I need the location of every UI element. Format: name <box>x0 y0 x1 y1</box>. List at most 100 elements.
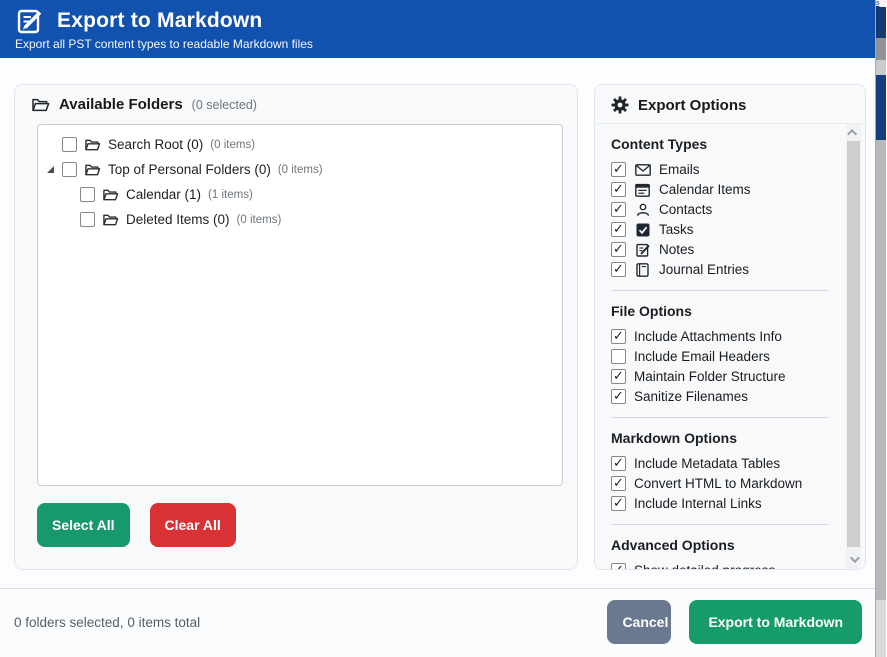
edit-document-icon <box>15 6 45 36</box>
background-window-edge: s <box>876 0 886 657</box>
clear-all-button[interactable]: Clear All <box>149 503 236 547</box>
folder-checkbox[interactable] <box>62 137 77 152</box>
option-checkbox[interactable] <box>611 182 626 197</box>
section-heading-advanced-options: Advanced Options <box>611 537 735 553</box>
option-checkbox[interactable] <box>611 242 626 257</box>
option-label: Include Metadata Tables <box>634 456 781 471</box>
folder-icon <box>84 138 101 152</box>
option-checkbox[interactable] <box>611 456 626 471</box>
option-maintain-folder-structure[interactable]: Maintain Folder Structure <box>611 369 829 384</box>
folder-icon <box>84 163 101 177</box>
folder-item-count: (0 items) <box>236 213 282 226</box>
folder-icon <box>31 97 50 113</box>
dialog-header: Export to Markdown Export all PST conten… <box>0 0 875 58</box>
available-folders-panel: Available Folders (0 selected) <box>14 84 578 570</box>
folder-tree: Search Root (0) (0 items) <box>37 124 563 486</box>
envelope-icon <box>634 163 651 176</box>
select-all-button[interactable]: Select All <box>37 503 130 547</box>
option-label: Contacts <box>659 202 713 217</box>
section-heading-content-types: Content Types <box>611 136 708 152</box>
option-label: Convert HTML to Markdown <box>634 476 803 491</box>
note-icon <box>634 243 651 257</box>
section-divider <box>611 290 829 291</box>
option-label: Show detailed progress <box>634 563 775 569</box>
folder-icon <box>102 188 119 202</box>
option-journal-entries[interactable]: Journal Entries <box>611 262 829 277</box>
options-panel-title: Export Options <box>638 96 747 114</box>
export-to-markdown-button[interactable]: Export to Markdown <box>689 600 862 644</box>
selection-status-text: 0 folders selected, 0 items total <box>14 614 201 630</box>
option-label: Maintain Folder Structure <box>634 369 786 384</box>
option-checkbox[interactable] <box>611 389 626 404</box>
option-label: Emails <box>659 162 700 177</box>
option-label: Sanitize Filenames <box>634 389 749 404</box>
journal-icon <box>634 262 651 277</box>
options-scroll-area: Content Types Emails <box>595 124 865 569</box>
folder-item-count: (0 items) <box>210 138 256 151</box>
option-checkbox[interactable] <box>611 162 626 177</box>
option-checkbox[interactable] <box>611 262 626 277</box>
option-checkbox[interactable] <box>611 496 626 511</box>
cancel-button[interactable]: Cancel <box>607 600 672 644</box>
dialog-title: Export to Markdown <box>57 9 263 32</box>
option-include-metadata-tables[interactable]: Include Metadata Tables <box>611 456 829 471</box>
option-include-attachments-info[interactable]: Include Attachments Info <box>611 329 829 344</box>
folder-item-count: (0 items) <box>277 163 323 176</box>
tree-row-search-root[interactable]: Search Root (0) (0 items) <box>38 132 562 157</box>
folder-name: Search Root (0) <box>108 137 204 152</box>
option-label: Tasks <box>659 222 694 237</box>
folder-item-count: (1 items) <box>208 188 253 201</box>
option-checkbox[interactable] <box>611 329 626 344</box>
option-emails[interactable]: Emails <box>611 162 829 177</box>
option-include-email-headers[interactable]: Include Email Headers <box>611 349 829 364</box>
dialog-footer: 0 folders selected, 0 items total Cancel… <box>0 588 875 657</box>
option-label: Include Internal Links <box>634 496 762 511</box>
background-window-text: s <box>876 0 886 7</box>
scroll-down-icon[interactable] <box>846 551 861 567</box>
expand-caret-icon[interactable] <box>47 166 54 173</box>
dialog-body: Available Folders (0 selected) <box>0 58 875 588</box>
task-check-icon <box>634 223 651 237</box>
option-label: Include Email Headers <box>634 349 770 364</box>
section-divider <box>611 417 829 418</box>
folders-selected-count: (0 selected) <box>191 97 257 112</box>
option-convert-html-to-markdown[interactable]: Convert HTML to Markdown <box>611 476 829 491</box>
option-label: Journal Entries <box>659 262 750 277</box>
calendar-icon <box>634 183 651 197</box>
option-calendar-items[interactable]: Calendar Items <box>611 182 829 197</box>
option-include-internal-links[interactable]: Include Internal Links <box>611 496 829 511</box>
tree-row-deleted-items[interactable]: Deleted Items (0) (0 items) <box>38 207 562 232</box>
folder-name: Top of Personal Folders (0) <box>108 162 271 177</box>
option-notes[interactable]: Notes <box>611 242 829 257</box>
folder-icon <box>102 213 119 227</box>
option-checkbox[interactable] <box>611 202 626 217</box>
scrollbar-thumb[interactable] <box>847 141 860 547</box>
option-label: Notes <box>659 242 695 257</box>
person-icon <box>634 203 651 217</box>
section-heading-file-options: File Options <box>611 303 692 319</box>
folder-checkbox[interactable] <box>80 187 95 202</box>
folder-checkbox[interactable] <box>80 212 95 227</box>
folders-panel-title: Available Folders <box>59 96 183 113</box>
tree-row-calendar[interactable]: Calendar (1) (1 items) <box>38 182 562 207</box>
option-checkbox[interactable] <box>611 563 626 569</box>
folder-name: Deleted Items (0) <box>126 212 230 227</box>
option-label: Calendar Items <box>659 182 751 197</box>
tree-row-top-of-personal-folders[interactable]: Top of Personal Folders (0) (0 items) <box>38 157 562 182</box>
option-checkbox[interactable] <box>611 476 626 491</box>
section-divider <box>611 524 829 525</box>
option-tasks[interactable]: Tasks <box>611 222 829 237</box>
option-checkbox[interactable] <box>611 349 626 364</box>
option-sanitize-filenames[interactable]: Sanitize Filenames <box>611 389 829 404</box>
folder-name: Calendar (1) <box>126 187 202 202</box>
option-contacts[interactable]: Contacts <box>611 202 829 217</box>
options-scrollbar[interactable] <box>846 124 861 569</box>
option-show-detailed-progress[interactable]: Show detailed progress <box>611 563 829 569</box>
section-heading-markdown-options: Markdown Options <box>611 430 737 446</box>
gear-icon <box>611 96 629 114</box>
folder-checkbox[interactable] <box>62 162 77 177</box>
scroll-up-icon[interactable] <box>846 124 861 140</box>
option-checkbox[interactable] <box>611 222 626 237</box>
option-checkbox[interactable] <box>611 369 626 384</box>
